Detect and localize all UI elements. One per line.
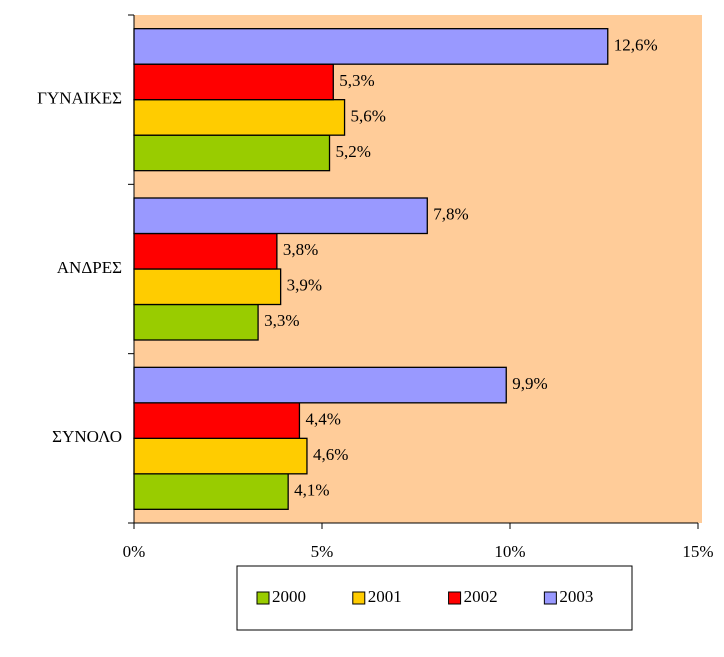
legend-box bbox=[236, 565, 633, 631]
data-label: 9,9% bbox=[512, 374, 547, 393]
bar bbox=[133, 437, 308, 475]
x-tick-label: 0% bbox=[123, 542, 146, 561]
x-tick-label: 5% bbox=[311, 542, 334, 561]
legend-swatch bbox=[256, 591, 270, 605]
legend-swatch bbox=[352, 591, 366, 605]
bar bbox=[133, 28, 609, 65]
bar bbox=[133, 134, 331, 172]
bar bbox=[133, 63, 334, 101]
data-label: 3,9% bbox=[287, 276, 322, 295]
bar bbox=[133, 402, 301, 439]
legend-label: 2001 bbox=[368, 587, 402, 606]
x-tick-label: 10% bbox=[494, 542, 525, 561]
data-label: 3,3% bbox=[264, 311, 299, 330]
legend-label: 2002 bbox=[464, 587, 498, 606]
bar bbox=[133, 303, 259, 341]
data-label: 12,6% bbox=[614, 35, 658, 54]
y-tick-label: ΓΥΝΑΙΚΕΣ bbox=[37, 89, 122, 108]
legend-label: 2003 bbox=[559, 587, 593, 606]
x-tick-label: 15% bbox=[682, 542, 713, 561]
data-label: 4,6% bbox=[313, 445, 348, 464]
data-label: 3,8% bbox=[283, 240, 318, 259]
bar bbox=[133, 473, 289, 510]
legend-swatch bbox=[448, 591, 462, 605]
data-label: 4,4% bbox=[305, 409, 340, 428]
data-label: 5,3% bbox=[339, 71, 374, 90]
data-label: 5,6% bbox=[351, 106, 386, 125]
legend-swatch bbox=[543, 591, 557, 605]
bar bbox=[133, 197, 428, 235]
data-label: 5,2% bbox=[336, 142, 371, 161]
y-tick-label: ΑΝΔΡΕΣ bbox=[57, 258, 122, 277]
bar bbox=[133, 99, 346, 136]
y-tick-label: ΣΥΝΟΛΟ bbox=[52, 427, 122, 446]
legend-label: 2000 bbox=[272, 587, 306, 606]
bar bbox=[133, 268, 282, 306]
bar bbox=[133, 366, 507, 404]
bar bbox=[133, 232, 278, 270]
data-label: 7,8% bbox=[433, 205, 468, 224]
data-label: 4,1% bbox=[294, 480, 329, 499]
